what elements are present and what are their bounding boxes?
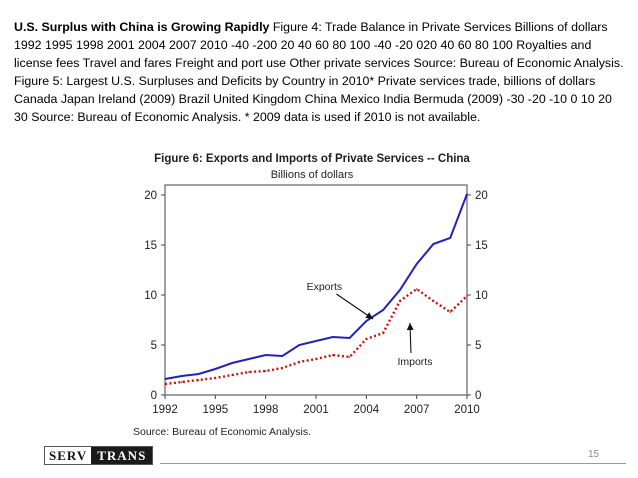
- data-point-imports: [466, 295, 468, 297]
- y-tick-label-right: 5: [475, 340, 481, 352]
- footer-rule: [160, 463, 626, 464]
- data-point-exports: [331, 336, 334, 338]
- data-point-exports: [382, 309, 384, 311]
- data-point-imports: [315, 358, 317, 360]
- data-point-exports: [415, 263, 418, 265]
- data-point-exports: [180, 375, 183, 377]
- data-point-exports: [315, 340, 317, 342]
- y-tick-label-left: 20: [144, 190, 157, 202]
- data-point-imports: [248, 371, 250, 373]
- data-point-imports: [281, 367, 284, 369]
- logo-trans: TRANS: [91, 447, 153, 464]
- data-point-exports: [298, 344, 301, 346]
- annotation-arrow-head: [365, 312, 373, 319]
- data-point-exports: [348, 337, 351, 339]
- y-tick-label-left: 15: [144, 240, 157, 252]
- servtrans-logo: SERV TRANS: [44, 446, 154, 465]
- chart-subtitle: Billions of dollars: [271, 169, 354, 181]
- data-point-imports: [415, 288, 418, 290]
- data-point-exports: [365, 320, 368, 322]
- y-tick-label-left: 5: [151, 340, 157, 352]
- data-point-exports: [164, 378, 166, 380]
- data-point-exports: [214, 368, 217, 370]
- data-point-imports: [331, 354, 334, 356]
- data-point-imports: [214, 377, 217, 379]
- x-tick-label: 2007: [404, 404, 430, 416]
- chart-title: Figure 6: Exports and Imports of Private…: [154, 153, 470, 165]
- data-point-imports: [399, 300, 401, 302]
- x-tick-label: 1998: [253, 404, 279, 416]
- data-point-exports: [399, 289, 401, 291]
- y-tick-label-left: 0: [151, 390, 157, 402]
- y-tick-label-left: 10: [144, 290, 157, 302]
- data-point-imports: [180, 381, 183, 383]
- annotation-arrow-head: [406, 323, 414, 331]
- data-point-imports: [298, 361, 301, 363]
- data-point-imports: [164, 383, 166, 385]
- annotation-label: Exports: [307, 281, 343, 293]
- data-point-exports: [449, 237, 452, 239]
- data-point-exports: [466, 193, 468, 195]
- x-tick-label: 2001: [303, 404, 329, 416]
- y-tick-label-right: 10: [475, 290, 488, 302]
- data-point-imports: [432, 300, 435, 302]
- data-point-imports: [197, 379, 200, 381]
- annotation-arrow-line: [336, 293, 374, 320]
- data-point-exports: [231, 362, 233, 364]
- y-tick-label-right: 15: [475, 240, 488, 252]
- data-point-exports: [432, 243, 435, 245]
- data-point-imports: [264, 370, 267, 372]
- chart-source: Source: Bureau of Economic Analysis.: [133, 426, 311, 438]
- y-tick-label-right: 20: [475, 190, 488, 202]
- page-number: 15: [588, 449, 600, 460]
- x-tick-label: 1995: [203, 404, 229, 416]
- plot-area: 0 0 5 5 10 10 15 15 20 20 1992 1995 1998 2001 2004 2007…: [144, 184, 488, 416]
- logo-serv: SERV: [45, 447, 92, 464]
- data-point-imports: [231, 374, 233, 376]
- data-point-imports: [365, 338, 368, 340]
- slide-text: U.S. Surplus with China is Growing Rapid…: [14, 18, 626, 126]
- x-tick-label: 1992: [152, 404, 178, 416]
- data-point-exports: [281, 355, 284, 357]
- annotation-label: Imports: [397, 356, 432, 368]
- data-point-imports: [348, 356, 351, 358]
- x-tick-label: 2004: [354, 404, 380, 416]
- y-tick-label-right: 0: [475, 390, 481, 402]
- data-point-imports: [382, 332, 384, 334]
- slide-heading: U.S. Surplus with China is Growing Rapid…: [14, 20, 270, 34]
- data-point-exports: [248, 358, 250, 360]
- data-point-exports: [197, 373, 200, 375]
- data-point-exports: [264, 354, 267, 356]
- slide-body: Figure 4: Trade Balance in Private Servi…: [14, 20, 624, 124]
- data-point-imports: [449, 311, 452, 313]
- x-tick-label: 2010: [454, 404, 480, 416]
